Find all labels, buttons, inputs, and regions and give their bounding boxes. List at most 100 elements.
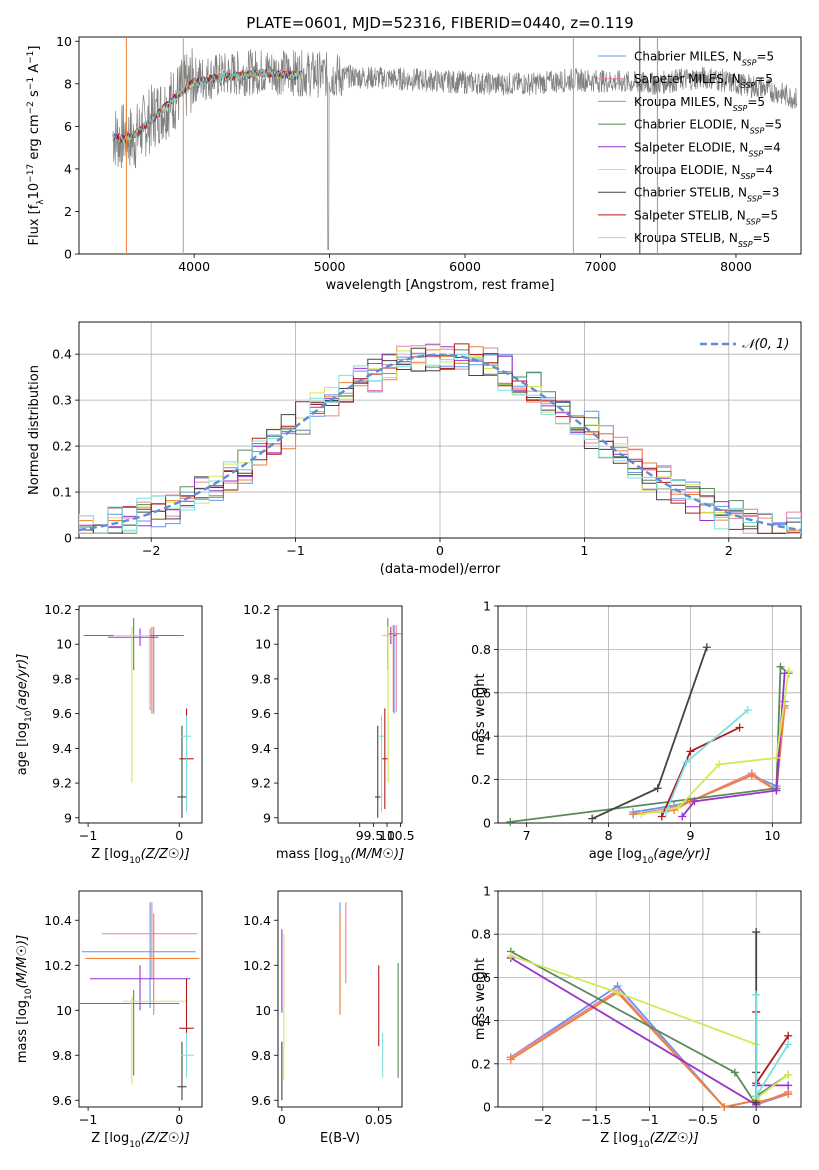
weight_vs_Z-point-marker xyxy=(613,988,622,997)
weight_vs_Z-frame xyxy=(497,890,802,1108)
spectrum-ytick-label: 10 xyxy=(56,34,72,49)
age_vs_Z-ylabel: age [log10(age/yr)] xyxy=(15,654,34,776)
spectrum-plot-area xyxy=(112,37,798,254)
weight_vs_Z-ytick-label: 0.8 xyxy=(471,927,491,942)
mass_vs_Z-ytick-label: 10.2 xyxy=(44,958,72,973)
weight_vs_age-ytick-label: 0 xyxy=(483,816,491,831)
weight_vs_Z-xlabel: Z [log10(Z/Z☉)] xyxy=(600,1131,698,1150)
age_vs_Z-ytick-label: 9.8 xyxy=(52,671,72,686)
weight_vs_Z-point-marker xyxy=(784,1031,793,1040)
age_vs_Z-frame xyxy=(78,605,203,824)
spectrum-ytick-label: 2 xyxy=(64,204,72,219)
weight_vs_Z-point-marker xyxy=(720,1103,729,1111)
residuals-xlabel: (data-model)/error xyxy=(380,562,501,577)
age_vs_mass-xtick-label: 9.5 xyxy=(363,828,383,843)
weight_vs_age-ytick-label: 0.4 xyxy=(471,729,491,744)
mass_vs_Z-xlabel: Z [log10(Z/Z☉)] xyxy=(91,1131,189,1150)
weight_vs_age-ylabel: mass weight xyxy=(473,673,488,755)
mass_vs_ebv-xtick-label: 0.05 xyxy=(365,1112,393,1127)
weight_vs_age-point-marker xyxy=(743,706,752,715)
spectrum-ylabel: Flux [fλ10−17 erg cm−2 s−1 A−1] xyxy=(26,46,46,246)
age_vs_mass-xtick-label: 10.5 xyxy=(387,828,415,843)
weight_vs_age-xtick-label: 7 xyxy=(523,828,531,843)
residuals-ylabel: Normed distribution xyxy=(27,365,42,495)
weight_vs_age-point-marker xyxy=(629,810,638,819)
residuals-ytick-label: 0.1 xyxy=(52,485,72,500)
spectrum-xtick-label: 5000 xyxy=(314,259,346,274)
spectrum-xtick-label: 6000 xyxy=(449,259,481,274)
weight_vs_Z-xtick-label: −1 xyxy=(640,1112,658,1127)
age_vs_mass-ytick-label: 9.2 xyxy=(251,776,271,791)
weight_vs_age-point-marker xyxy=(690,797,699,806)
weight_vs_age-xtick-label: 9 xyxy=(686,828,694,843)
legend-label: Chabrier MILES, NSSP=5 xyxy=(634,50,774,68)
weight_vs_Z-xtick-label: −1.5 xyxy=(581,1112,611,1127)
age_vs_mass-ytick-label: 9.4 xyxy=(251,741,271,756)
weight_vs_Z-ytick-label: 0 xyxy=(483,1100,491,1115)
age_vs_mass-ytick-label: 10.2 xyxy=(243,602,271,617)
residuals-ytick-label: 0.4 xyxy=(52,347,72,362)
weight_vs_Z-xtick-label: −0.5 xyxy=(688,1112,718,1127)
weight_vs_Z-xtick-label: 0 xyxy=(752,1112,760,1127)
weight_vs_age-point-marker xyxy=(702,643,711,652)
weight_vs_age-point-marker xyxy=(715,760,724,769)
weight_vs_Z-xtick-label: −2 xyxy=(534,1112,552,1127)
weight_vs_age-ytick-label: 0.6 xyxy=(471,685,491,700)
weight_vs_Z-point-marker xyxy=(784,1081,793,1090)
age_vs_Z-ytick-label: 10 xyxy=(56,637,72,652)
weight_vs_age-point-marker xyxy=(506,817,515,826)
age_vs_mass-frame xyxy=(277,605,403,824)
weight_vs_age-point-marker xyxy=(588,814,597,823)
weight_vs_Z-ytick-label: 0.2 xyxy=(471,1056,491,1071)
figure-title: PLATE=0601, MJD=52316, FIBERID=0440, z=0… xyxy=(246,14,633,32)
weight_vs_Z-point-marker xyxy=(784,1070,793,1079)
spectrum-ytick-label: 0 xyxy=(64,247,72,262)
spectrum-data-line xyxy=(112,48,798,251)
weight_vs_Z-point-marker xyxy=(506,951,515,960)
weight_vs_Z-series-line xyxy=(510,991,789,1108)
legend-label: Chabrier ELODIE, NSSP=5 xyxy=(634,118,782,136)
weight_vs_age-ytick-label: 0.2 xyxy=(471,772,491,787)
weight_vs_age-point-marker xyxy=(657,812,666,821)
weight_vs_age-xtick-label: 8 xyxy=(605,828,613,843)
age_vs_mass-ytick-label: 9.8 xyxy=(251,671,271,686)
weight_vs_age-point-marker xyxy=(678,812,687,821)
weight_vs_age-xtick-label: 10 xyxy=(764,828,780,843)
weight_vs_age-point-marker xyxy=(686,747,695,756)
residuals-xtick-label: 1 xyxy=(580,543,588,558)
spectrum-xtick-label: 4000 xyxy=(178,259,210,274)
residuals-legend-label: 𝒩(0, 1) xyxy=(742,337,789,352)
weight_vs_Z-point-marker xyxy=(506,1055,515,1064)
weight_vs_age-point-marker xyxy=(735,723,744,732)
weight_vs_age-point-marker xyxy=(670,805,679,814)
weight_vs_age-frame xyxy=(497,605,802,824)
age_vs_mass-ytick-label: 9.6 xyxy=(251,706,271,721)
mass_vs_Z-ytick-label: 10.4 xyxy=(44,913,72,928)
mass_vs_ebv-xlabel: E(B-V) xyxy=(320,1131,360,1146)
weight_vs_Z-point-marker xyxy=(752,990,761,999)
mass_vs_Z-ylabel: mass [log10(M/M☉)] xyxy=(15,935,34,1063)
weight_vs_age-point-marker xyxy=(682,758,691,767)
age_vs_Z-ytick-label: 10.2 xyxy=(44,602,72,617)
residuals-xtick-label: 0 xyxy=(436,543,444,558)
weight_vs_Z-point-marker xyxy=(784,1090,793,1099)
residuals-xtick-label: −1 xyxy=(286,543,304,558)
weight_vs_age-point-marker xyxy=(780,669,789,678)
weight_vs_Z-point-marker xyxy=(730,1068,739,1077)
residuals-xtick-label: −2 xyxy=(142,543,160,558)
spectrum-xtick-label: 7000 xyxy=(585,259,617,274)
age_vs_mass-xtick-label: 9 xyxy=(356,828,364,843)
residuals-xtick-label: 2 xyxy=(725,543,733,558)
weight_vs_age-point-marker xyxy=(747,771,756,780)
weight_vs_age-point-marker xyxy=(674,803,683,812)
weight_vs_age-point-marker xyxy=(653,784,662,793)
legend-label: Salpeter STELIB, NSSP=5 xyxy=(634,208,778,226)
residuals-gaussian-curve xyxy=(79,353,801,532)
mass_vs_Z-ytick-label: 10 xyxy=(56,1003,72,1018)
spectrum-xlabel: wavelength [Angstrom, rest frame] xyxy=(326,278,555,293)
residuals-frame xyxy=(78,321,802,539)
weight_vs_age-point-marker xyxy=(772,786,781,795)
